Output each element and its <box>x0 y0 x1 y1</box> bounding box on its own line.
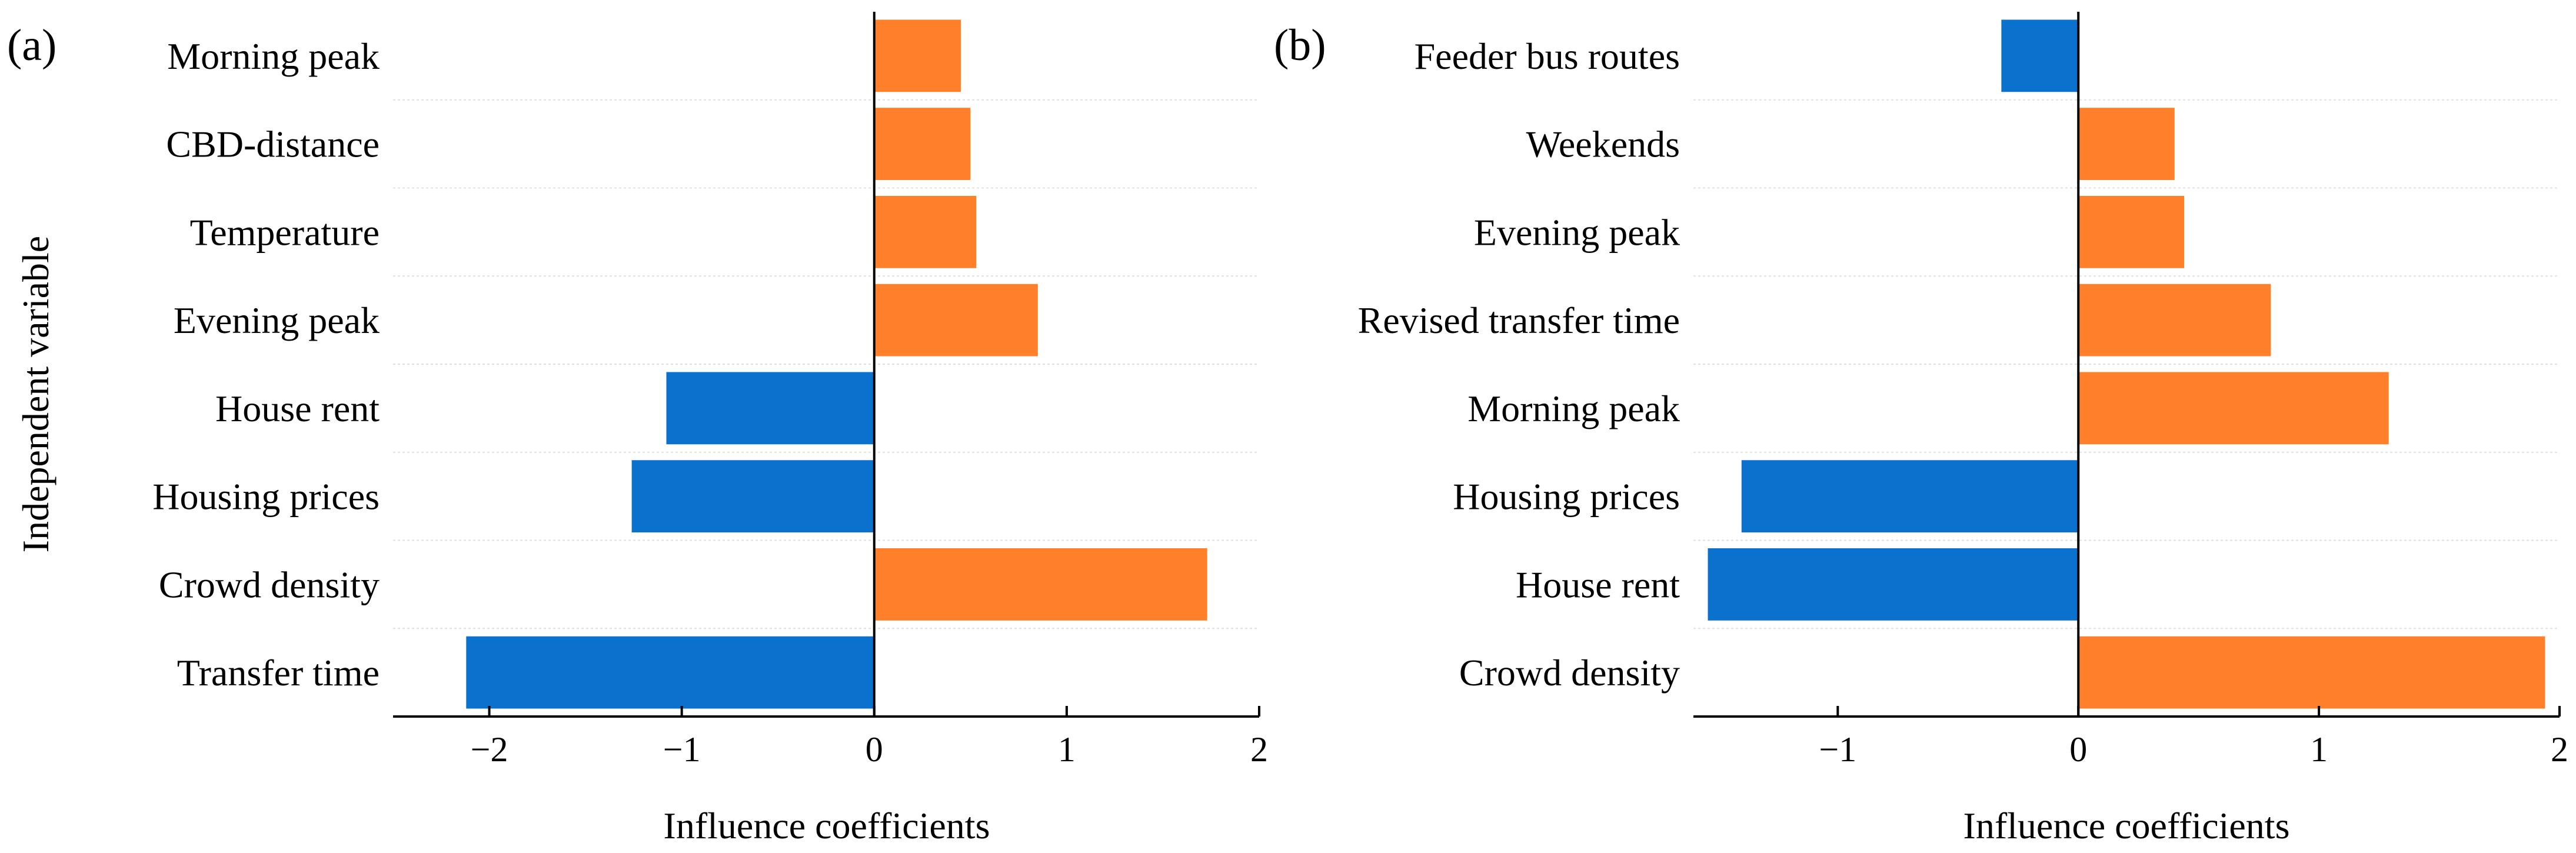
bar-temperature <box>874 195 977 268</box>
category-label: Crowd density <box>159 564 380 605</box>
category-label: Temperature <box>190 211 380 253</box>
category-label: Weekends <box>1526 124 1680 165</box>
x-tick-label: −1 <box>1819 730 1856 769</box>
bar-housing-prices <box>631 460 874 533</box>
category-label: Morning peak <box>1467 388 1680 429</box>
bar-transfer-time <box>466 636 874 709</box>
category-label: Transfer time <box>177 652 380 694</box>
category-label: Housing prices <box>152 476 380 518</box>
x-tick-label: 2 <box>1250 730 1268 769</box>
bar-crowd-density <box>874 548 1207 621</box>
bar-crowd-density <box>2078 636 2545 709</box>
panel-label: (a) <box>7 21 56 70</box>
panel-label: (b) <box>1274 21 1326 70</box>
x-tick-label: 0 <box>866 730 883 769</box>
bar-morning-peak <box>2078 372 2389 445</box>
bar-revised-transfer-time <box>2078 284 2271 356</box>
x-tick-label: −2 <box>471 730 508 769</box>
bar-feeder-bus-routes <box>2001 19 2079 92</box>
bar-evening-peak <box>2078 195 2185 268</box>
category-label: Revised transfer time <box>1358 299 1680 341</box>
category-label: CBD-distance <box>166 124 380 165</box>
x-tick-label: 1 <box>2310 730 2328 769</box>
x-tick-label: 0 <box>2069 730 2087 769</box>
panel-a: Morning peak CBD-distance Temperature Eveni… <box>7 12 1268 847</box>
category-label: Evening peak <box>174 299 380 341</box>
bar-evening-peak <box>874 284 1038 356</box>
category-label: Morning peak <box>167 35 380 77</box>
x-tick-label: 2 <box>2551 730 2568 769</box>
y-axis-title: Independent variable <box>15 236 56 552</box>
x-axis-title: Influence coefficients <box>664 805 990 847</box>
panel-b: Feeder bus routes Weekends Evening peak Rev… <box>1274 12 2568 847</box>
category-label: Evening peak <box>1474 211 1680 253</box>
x-tick-label: 1 <box>1058 730 1076 769</box>
bar-weekends <box>2078 108 2175 181</box>
bar-morning-peak <box>874 19 961 92</box>
category-label: Crowd density <box>1459 652 1680 694</box>
category-label: Feeder bus routes <box>1415 35 1680 77</box>
bar-house-rent <box>1708 548 2079 621</box>
bar-house-rent <box>666 372 874 445</box>
bar-housing-prices <box>1741 460 2079 533</box>
x-tick-label: −1 <box>663 730 701 769</box>
x-axis-title: Influence coefficients <box>1963 805 2290 847</box>
category-label: Housing prices <box>1453 476 1680 518</box>
category-label: House rent <box>1516 564 1680 605</box>
category-label: House rent <box>215 388 380 429</box>
bar-cbd-distance <box>874 108 971 181</box>
